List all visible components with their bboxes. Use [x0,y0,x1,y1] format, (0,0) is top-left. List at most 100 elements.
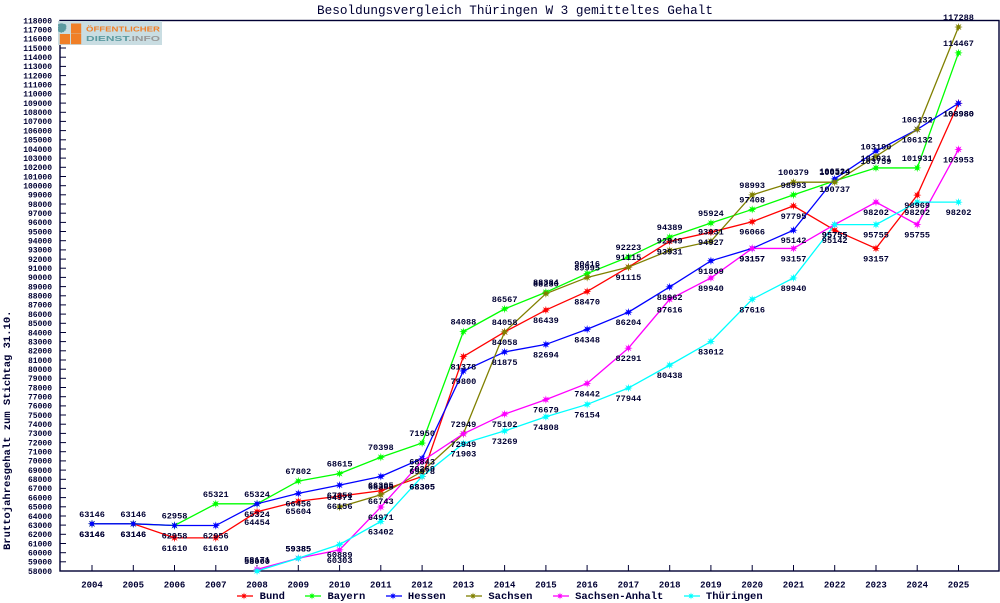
svg-text:70000: 70000 [28,458,52,467]
svg-text:69978: 69978 [409,467,435,477]
svg-text:82291: 82291 [616,354,642,364]
svg-text:103953: 103953 [943,155,974,165]
svg-text:87616: 87616 [739,305,765,315]
svg-text:118000: 118000 [23,17,52,26]
svg-text:79000: 79000 [28,375,52,384]
svg-text:89000: 89000 [28,283,52,292]
svg-text:65324: 65324 [244,490,270,500]
svg-text:76000: 76000 [28,403,52,412]
svg-text:107000: 107000 [23,118,52,127]
svg-text:98993: 98993 [781,181,807,191]
svg-text:103190: 103190 [861,142,892,152]
svg-text:71000: 71000 [28,449,52,458]
svg-text:104000: 104000 [23,146,52,155]
svg-text:89940: 89940 [781,284,807,294]
svg-text:2015: 2015 [535,581,557,591]
svg-text:2004: 2004 [81,581,103,591]
svg-text:2022: 2022 [824,581,846,591]
svg-text:68615: 68615 [327,460,353,470]
svg-text:2014: 2014 [494,581,516,591]
svg-text:63146: 63146 [120,510,146,520]
svg-text:98202: 98202 [946,208,972,218]
svg-text:72000: 72000 [28,439,52,448]
svg-text:95755: 95755 [904,231,930,241]
svg-text:95142: 95142 [781,236,807,246]
svg-text:91115: 91115 [616,273,642,283]
svg-text:86567: 86567 [492,295,518,305]
svg-text:66743: 66743 [368,497,394,507]
svg-text:89940: 89940 [698,284,724,294]
svg-text:65324: 65324 [244,510,270,520]
svg-text:101931: 101931 [902,154,933,164]
svg-text:76679: 76679 [533,406,559,416]
svg-text:86439: 86439 [533,316,559,326]
svg-text:93157: 93157 [863,254,889,264]
svg-text:88000: 88000 [28,293,52,302]
svg-text:2010: 2010 [329,581,351,591]
svg-text:93931: 93931 [698,227,724,237]
svg-text:108980: 108980 [943,109,974,119]
svg-text:66000: 66000 [28,494,52,503]
svg-text:113000: 113000 [23,63,52,72]
svg-text:100000: 100000 [23,183,52,192]
svg-text:116000: 116000 [23,36,52,45]
svg-text:2020: 2020 [741,581,763,591]
svg-text:2017: 2017 [618,581,640,591]
svg-text:65000: 65000 [28,504,52,513]
svg-text:67802: 67802 [285,467,311,477]
svg-text:83000: 83000 [28,338,52,347]
svg-text:105000: 105000 [23,137,52,146]
svg-text:96066: 96066 [739,228,765,238]
svg-text:99000: 99000 [28,192,52,201]
svg-text:90000: 90000 [28,274,52,283]
svg-text:2013: 2013 [453,581,475,591]
svg-text:84088: 84088 [451,318,477,328]
svg-text:108000: 108000 [23,109,52,118]
svg-text:59385: 59385 [285,544,311,554]
svg-text:111000: 111000 [23,82,52,91]
svg-text:64000: 64000 [28,513,52,522]
svg-text:2018: 2018 [659,581,681,591]
svg-text:100379: 100379 [819,168,850,178]
svg-text:101000: 101000 [23,173,52,182]
svg-text:2019: 2019 [700,581,722,591]
svg-text:60889: 60889 [327,551,353,561]
svg-text:74000: 74000 [28,421,52,430]
svg-text:84058: 84058 [492,338,518,348]
svg-text:89995: 89995 [574,263,600,273]
svg-text:71903: 71903 [451,449,477,459]
svg-text:100379: 100379 [778,168,809,178]
svg-text:2007: 2007 [205,581,227,591]
svg-text:103759: 103759 [861,157,892,167]
svg-text:106132: 106132 [902,135,933,145]
svg-text:95755: 95755 [822,231,848,241]
svg-text:95000: 95000 [28,228,52,237]
svg-text:80438: 80438 [657,371,683,381]
svg-text:93931: 93931 [657,247,683,257]
svg-text:93000: 93000 [28,247,52,256]
svg-text:106132: 106132 [902,115,933,125]
svg-text:59000: 59000 [28,559,52,568]
svg-text:114467: 114467 [943,39,974,49]
svg-text:92223: 92223 [616,243,642,253]
svg-text:2021: 2021 [783,581,805,591]
svg-text:102000: 102000 [23,164,52,173]
svg-text:84058: 84058 [492,318,518,328]
svg-text:112000: 112000 [23,72,52,81]
svg-text:2012: 2012 [411,581,433,591]
svg-text:76154: 76154 [574,410,600,420]
svg-text:110000: 110000 [23,91,52,100]
svg-text:82000: 82000 [28,348,52,357]
svg-text:82694: 82694 [533,350,559,360]
svg-text:93157: 93157 [781,254,807,264]
svg-text:94000: 94000 [28,238,52,247]
svg-text:75000: 75000 [28,412,52,421]
svg-text:98202: 98202 [904,208,930,218]
svg-text:58000: 58000 [28,568,52,577]
svg-text:94927: 94927 [698,238,724,248]
svg-text:115000: 115000 [23,45,52,54]
svg-text:117000: 117000 [23,27,52,36]
svg-text:65321: 65321 [203,490,229,500]
svg-text:114000: 114000 [23,54,52,63]
svg-text:2024: 2024 [906,581,928,591]
